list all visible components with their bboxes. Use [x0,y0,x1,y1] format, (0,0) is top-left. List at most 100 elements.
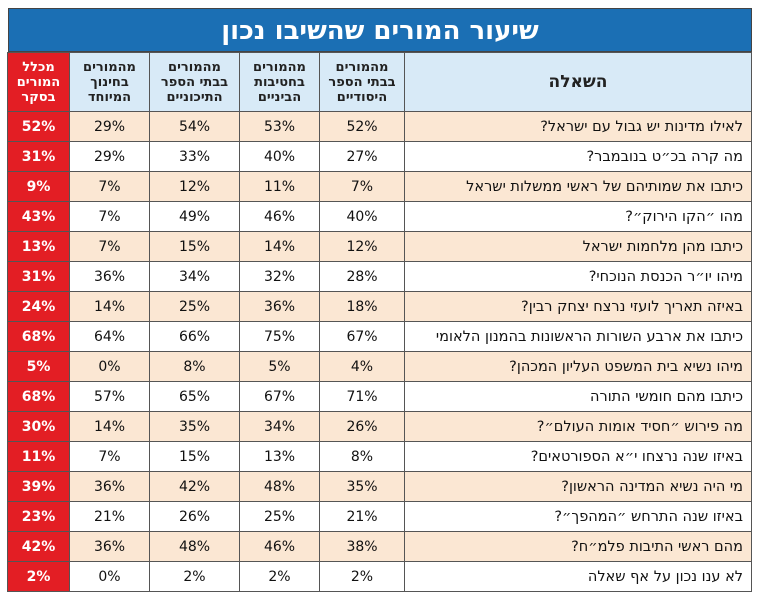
header-line: מהמורים [335,59,389,75]
question-cell: מיהו נשיא בית המשפט העליון המכהן? [404,351,752,382]
value-cell: 13% [239,441,320,472]
value-cell: 52% [319,111,405,142]
value-cell: 23% [7,501,70,532]
value-cell: 4% [319,351,405,382]
value-cell: 0% [69,561,150,592]
value-cell: 68% [7,321,70,352]
table-row: כיתבו את ארבע השורות הראשונות בהמנון הלא… [7,321,752,352]
value-cell: 38% [319,531,405,562]
header-line: בחטיבות [254,74,305,90]
question-cell: מי היה נשיא המדינה הראשון? [404,471,752,502]
header-line: מכלל [22,59,55,75]
results-table: השאלה מהמורים בבתי הספר היסודיים מהמורים בחטי… [7,52,752,592]
table-row: לאילו מדינות יש גבול עם ישראל? 52% 53% 54% 2… [7,111,752,142]
question-cell: מה פירוש ״חסיד אומות העולם״? [404,411,752,442]
table-row: מה פירוש ״חסיד אומות העולם״? 26% 34% 35% 14%… [7,411,752,442]
header-line: מהמורים [83,59,136,75]
value-cell: 34% [239,411,320,442]
value-cell: 54% [149,111,240,142]
value-cell: 33% [149,141,240,172]
value-cell: 7% [319,171,405,202]
title: שיעור המורים שהשיבו נכון [8,8,752,52]
value-cell: 31% [7,261,70,292]
value-cell: 14% [69,411,150,442]
table-row: כיתבו את שמותיהם של ראשי ממשלות ישראל 7% 1… [7,171,752,202]
table-row: מה קרה בכ״ט בנובמבר? 27% 40% 33% 29% 31% [7,141,752,172]
question-cell: כיתבו מהם חומשי התורה [404,381,752,412]
column-header: השאלה [404,52,752,112]
column-header: מהמורים בחינוך המיוחד [69,52,150,112]
value-cell: 9% [7,171,70,202]
infographic: שיעור המורים שהשיבו נכון השאלה מהמורים בבת… [7,8,752,592]
value-cell: 35% [319,471,405,502]
value-cell: 5% [7,351,70,382]
table-row: כיתבו מהן מלחמות ישראל 12% 14% 15% 7% 13% [7,231,752,262]
column-header: מהמורים בחטיבות הביניים [239,52,320,112]
value-cell: 36% [69,261,150,292]
column-header: מכלל המורים בסקר [7,52,70,112]
value-cell: 67% [239,381,320,412]
value-cell: 12% [319,231,405,262]
value-cell: 35% [149,411,240,442]
table-row: מהם ראשי התיבות פלמ״ח? 38% 46% 48% 36% 42% [7,531,752,562]
value-cell: 32% [239,261,320,292]
value-cell: 42% [7,531,70,562]
value-cell: 14% [239,231,320,262]
value-cell: 46% [239,201,320,232]
header-line: מהמורים [168,59,221,75]
value-cell: 40% [239,141,320,172]
value-cell: 25% [239,501,320,532]
value-cell: 2% [149,561,240,592]
question-cell: מהם ראשי התיבות פלמ״ח? [404,531,752,562]
value-cell: 46% [239,531,320,562]
table-row: באיזו שנה התרחש ״המהפך״? 21% 25% 26% 21% 23% [7,501,752,532]
value-cell: 43% [7,201,70,232]
value-cell: 5% [239,351,320,382]
question-cell: כיתבו מהן מלחמות ישראל [404,231,752,262]
value-cell: 7% [69,231,150,262]
header-line: התיכוניים [166,89,223,105]
value-cell: 29% [69,111,150,142]
header-line: בבתי הספר [160,74,229,90]
value-cell: 13% [7,231,70,262]
question-cell: לאילו מדינות יש גבול עם ישראל? [404,111,752,142]
value-cell: 28% [319,261,405,292]
table-row: מיהו יו״ר הכנסת הנוכחי? 28% 32% 34% 36% 31% [7,261,752,292]
value-cell: 15% [149,231,240,262]
value-cell: 30% [7,411,70,442]
value-cell: 0% [69,351,150,382]
value-cell: 48% [239,471,320,502]
value-cell: 26% [149,501,240,532]
value-cell: 7% [69,441,150,472]
header-line: המורים [16,74,61,90]
value-cell: 52% [7,111,70,142]
header-line: מהמורים [253,59,306,75]
value-cell: 14% [69,291,150,322]
value-cell: 48% [149,531,240,562]
value-cell: 2% [7,561,70,592]
value-cell: 49% [149,201,240,232]
value-cell: 36% [69,531,150,562]
value-cell: 39% [7,471,70,502]
header-line: בחינוך [90,74,129,90]
value-cell: 12% [149,171,240,202]
value-cell: 64% [69,321,150,352]
table-body: לאילו מדינות יש גבול עם ישראל? 52% 53% 54% 2… [7,111,752,592]
table-row: כיתבו מהם חומשי התורה 71% 67% 65% 57% 68% [7,381,752,412]
table-row: מי היה נשיא המדינה הראשון? 35% 48% 42% 36% 39… [7,471,752,502]
value-cell: 34% [149,261,240,292]
header-row: השאלה מהמורים בבתי הספר היסודיים מהמורים בחטי… [7,52,752,112]
value-cell: 21% [319,501,405,532]
header-line: הביניים [257,89,302,105]
value-cell: 15% [149,441,240,472]
value-cell: 66% [149,321,240,352]
header-line: המיוחד [87,89,132,105]
value-cell: 26% [319,411,405,442]
value-cell: 53% [239,111,320,142]
question-cell: באיזו שנה נרצחו י״א הספורטאים? [404,441,752,472]
header-line: בבתי הספר [328,74,396,90]
value-cell: 8% [149,351,240,382]
header-line: בסקר [21,89,56,105]
value-cell: 27% [319,141,405,172]
